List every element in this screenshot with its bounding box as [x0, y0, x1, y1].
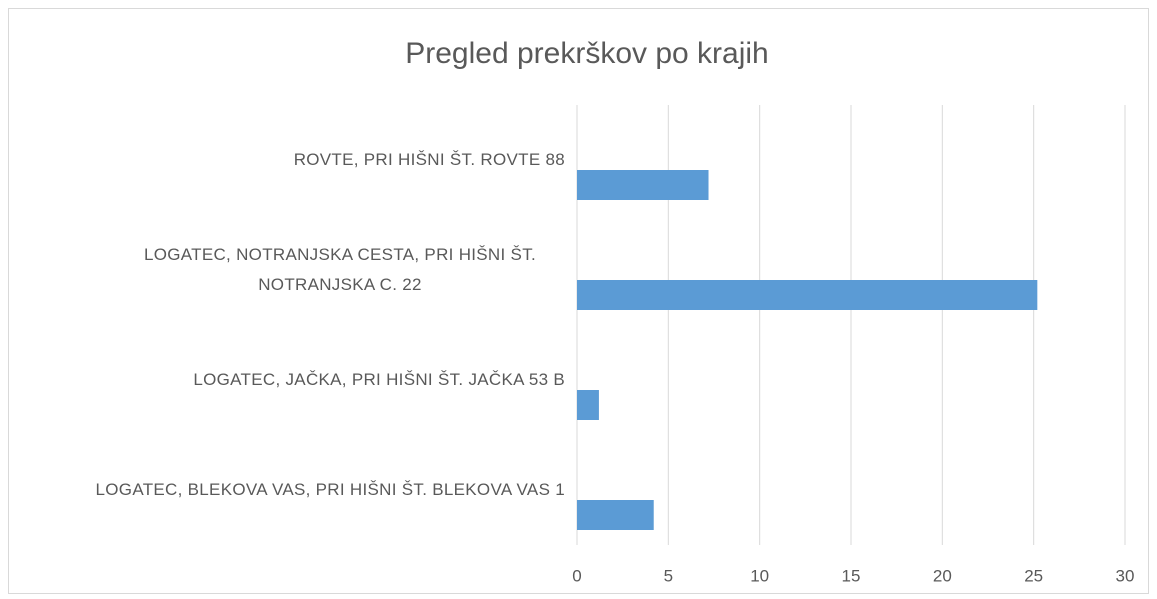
x-tick-label: 20: [933, 566, 952, 585]
x-tick-label: 5: [664, 566, 673, 585]
chart-title: Pregled prekrškov po krajih: [405, 37, 769, 70]
x-tick-label: 30: [1116, 566, 1135, 585]
bar: [577, 500, 654, 530]
y-tick-label: LOGATEC, JAČKA, PRI HIŠNI ŠT. JAČKA 53 B: [193, 370, 565, 389]
y-tick-label: ROVTE, PRI HIŠNI ŠT. ROVTE 88: [293, 150, 565, 169]
bar: [577, 170, 709, 200]
x-tick-label: 10: [750, 566, 769, 585]
bar: [577, 280, 1038, 310]
x-tick-label: 15: [842, 566, 861, 585]
y-tick-label: LOGATEC, NOTRANJSKA CESTA, PRI HIŠNI ŠT.…: [143, 245, 537, 294]
x-tick-label: 25: [1024, 566, 1043, 585]
x-tick-label: 0: [572, 566, 581, 585]
bar: [577, 390, 599, 420]
y-tick-label: LOGATEC, BLEKOVA VAS, PRI HIŠNI ŠT. BLEK…: [95, 480, 565, 499]
